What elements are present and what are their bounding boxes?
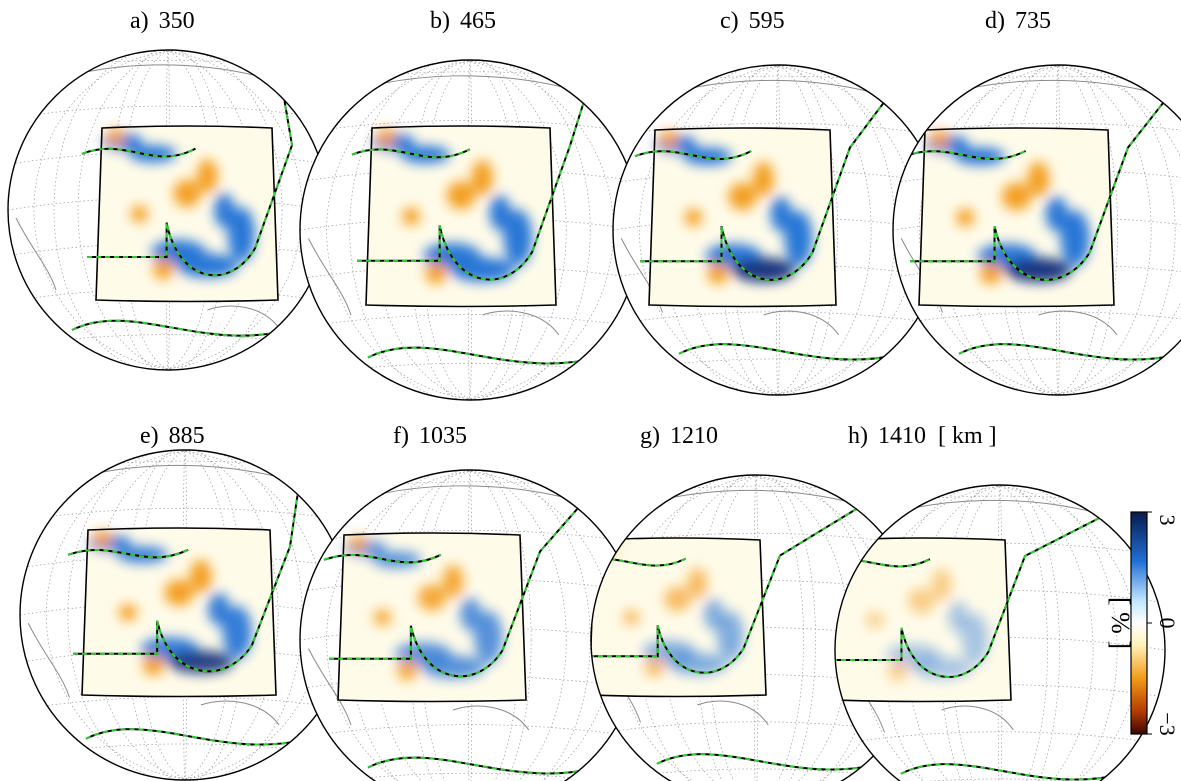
plate-boundaries-e bbox=[67, 474, 334, 746]
colorbar-mid-label: 0 bbox=[1155, 618, 1180, 629]
panel-depth-b: 465 bbox=[460, 8, 496, 34]
panel-title-d: d) 735 bbox=[985, 8, 1051, 34]
map-panels: a) 350 b) 465 c) 595 d) 735 e) 885 f) 1035 g) 1210 h) 1… bbox=[7, 8, 1181, 781]
panel-letter-h: h) bbox=[848, 423, 868, 449]
panel-e: e) 885 bbox=[19, 423, 351, 781]
plate-boundaries-h bbox=[835, 508, 1149, 781]
panel-c: c) 595 bbox=[612, 8, 944, 396]
panel-letter-d: d) bbox=[985, 8, 1005, 34]
anomaly-field-f bbox=[344, 535, 503, 681]
panel-depth-h: 1410 bbox=[878, 423, 926, 449]
model-region-outline-g bbox=[591, 537, 767, 698]
panel-depth-d: 735 bbox=[1015, 8, 1051, 34]
panel-depth-e: 885 bbox=[169, 423, 205, 449]
model-region-outline-d bbox=[918, 127, 1115, 308]
panel-title-h: h) 1410 [ km ] bbox=[848, 423, 997, 449]
colorbar-max-label: 3 bbox=[1155, 515, 1180, 526]
panel-depth-c: 595 bbox=[749, 8, 785, 34]
panel-title-b: b) 465 bbox=[430, 8, 496, 34]
globe-rim-h bbox=[834, 484, 1166, 781]
panel-letter-g: g) bbox=[640, 423, 660, 449]
panel-letter-e: e) bbox=[140, 423, 159, 449]
colorbar-min-label: −3 bbox=[1155, 712, 1180, 735]
panel-unit-h: [ km ] bbox=[938, 423, 997, 449]
panel-title-a: a) 350 bbox=[130, 8, 195, 34]
anomaly-field-e bbox=[88, 530, 252, 676]
model-region-outline-c bbox=[648, 127, 837, 308]
panel-depth-f: 1035 bbox=[419, 423, 467, 449]
model-region-outline-f bbox=[337, 532, 527, 703]
panel-h: h) 1410 [ km ] bbox=[834, 423, 1166, 781]
panel-depth-g: 1210 bbox=[670, 423, 718, 449]
panel-title-g: g) 1210 bbox=[640, 423, 718, 449]
panel-letter-b: b) bbox=[430, 8, 450, 34]
panel-f: f) 1035 bbox=[299, 423, 641, 781]
panel-title-e: e) 885 bbox=[140, 423, 205, 449]
panel-depth-a: 350 bbox=[159, 8, 195, 34]
model-region-outline-e bbox=[81, 527, 277, 698]
panel-a: a) 350 bbox=[7, 8, 329, 371]
model-region-outline-h bbox=[835, 537, 1012, 703]
panel-d: d) 735 bbox=[892, 8, 1181, 396]
anomaly-field-b bbox=[372, 128, 533, 284]
panel-title-c: c) 595 bbox=[720, 8, 785, 34]
globe-rim-d bbox=[892, 64, 1181, 396]
colorbar-unit-label: [ % ] bbox=[1106, 597, 1135, 649]
panel-letter-f: f) bbox=[393, 423, 409, 449]
panel-letter-a: a) bbox=[130, 8, 149, 34]
colorbar: 3 0 −3 [ % ] bbox=[1106, 511, 1180, 736]
panel-b: b) 465 bbox=[299, 8, 641, 401]
model-region-outline-a bbox=[95, 125, 279, 303]
panel-g: g) 1210 bbox=[590, 423, 922, 781]
panel-letter-c: c) bbox=[720, 8, 739, 34]
panel-title-f: f) 1035 bbox=[393, 423, 467, 449]
model-region-outline-b bbox=[365, 125, 557, 308]
anomaly-field-a bbox=[102, 128, 255, 280]
